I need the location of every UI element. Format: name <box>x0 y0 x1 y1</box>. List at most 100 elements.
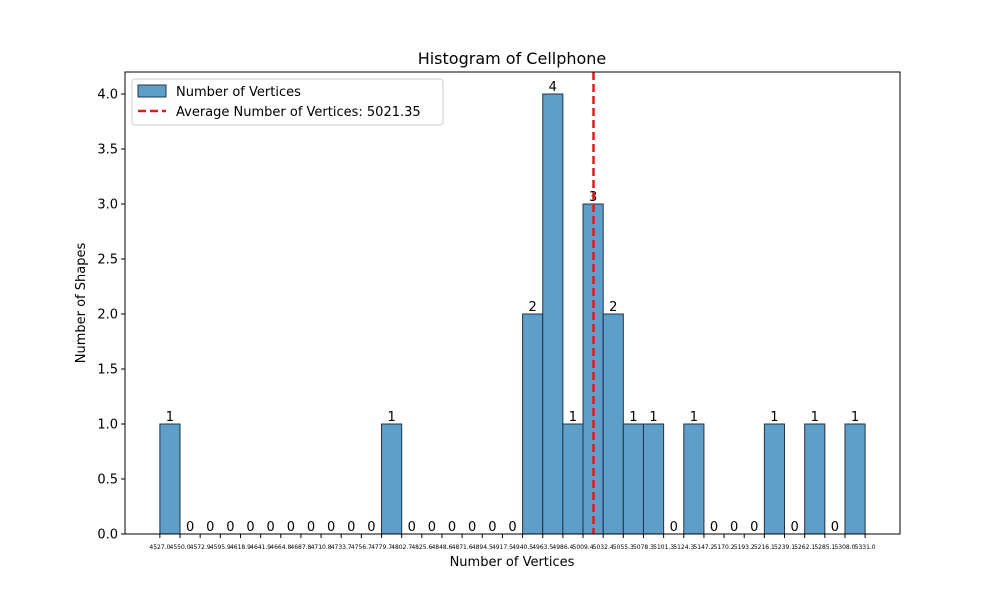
bar-count-label: 0 <box>488 520 496 535</box>
bar-count-label: 1 <box>851 410 859 425</box>
bar-count-label: 0 <box>448 520 456 535</box>
legend-box <box>131 78 444 126</box>
y-axis: 0.0 0.5 1.0 1.5 2.0 2.5 3.0 3.5 4.0 <box>97 88 125 543</box>
bar-count-label: 0 <box>267 520 275 535</box>
histogram-bar <box>542 93 564 535</box>
x-tick-label: 4710.8 <box>311 544 332 551</box>
bar-count-label: 0 <box>206 520 214 535</box>
x-tick-label: 5009.4 <box>573 544 594 551</box>
bar-count-label: 0 <box>226 520 234 535</box>
histogram-bar <box>804 423 826 535</box>
bars-group <box>159 93 866 535</box>
histogram-bar <box>159 423 181 535</box>
histogram-bar <box>622 423 644 535</box>
y-tick-label: 1.0 <box>97 418 118 433</box>
x-tick-label: 4572.9 <box>190 544 211 551</box>
bar-count-label: 2 <box>529 300 537 315</box>
x-tick-label: 5170.2 <box>714 544 735 551</box>
bar-count-label: 0 <box>790 520 798 535</box>
x-tick-label: 5032.4 <box>593 544 614 551</box>
x-tick-label: 5078.3 <box>633 544 654 551</box>
histogram-bar <box>381 423 403 535</box>
legend: Number of Vertices Average Number of Ver… <box>131 78 444 126</box>
x-tick-label: 4848.6 <box>431 544 452 551</box>
bar-count-label: 0 <box>831 520 839 535</box>
bar-count-label: 0 <box>246 520 254 535</box>
bar-count-label: 1 <box>387 410 395 425</box>
y-tick-label: 2.0 <box>97 308 118 323</box>
x-tick-label: 4917.5 <box>492 544 513 551</box>
x-tick-label: 4825.6 <box>411 544 432 551</box>
y-tick-label: 4.0 <box>97 88 118 103</box>
bar-count-label: 0 <box>670 520 678 535</box>
bar-labels-group: 10000000000100000024132110100010101 <box>166 80 859 535</box>
bar-count-label: 0 <box>408 520 416 535</box>
y-tick-label: 0.0 <box>97 528 118 543</box>
x-tick-label: 4687.8 <box>290 544 311 551</box>
histogram-bar <box>763 423 786 535</box>
x-tick-label: 4986.4 <box>552 544 573 551</box>
histogram-bar <box>602 313 624 535</box>
histogram-bar <box>683 423 705 535</box>
x-tick-label: 5193.2 <box>734 544 755 551</box>
x-axis: 4527.0 4550.0 4572.9 4595.9 4618.9 4641.9 4664… <box>149 534 876 551</box>
bar-count-label: 1 <box>770 410 778 425</box>
legend-bar-swatch <box>137 84 167 98</box>
x-tick-label: 5331.0 <box>855 544 876 551</box>
bar-count-label: 0 <box>730 520 738 535</box>
plot-area-frame <box>124 71 901 535</box>
bar-count-label: 0 <box>428 520 436 535</box>
y-tick-label: 3.5 <box>97 143 118 158</box>
bar-count-label: 0 <box>186 520 194 535</box>
bar-count-label: 0 <box>347 520 355 535</box>
x-tick-label: 4618.9 <box>230 544 251 551</box>
bar-count-label: 0 <box>287 520 295 535</box>
x-tick-label: 4894.5 <box>472 544 493 551</box>
x-tick-label: 4664.8 <box>270 544 291 551</box>
bar-count-label: 0 <box>327 520 335 535</box>
x-tick-label: 5055.3 <box>613 544 634 551</box>
x-tick-label: 4963.5 <box>532 544 553 551</box>
bar-count-label: 2 <box>609 300 617 315</box>
bar-count-label: 0 <box>307 520 315 535</box>
x-tick-label: 4550.0 <box>170 544 191 551</box>
x-tick-label: 5285.1 <box>814 544 835 551</box>
legend-entry-bars: Number of Vertices <box>176 85 301 100</box>
x-tick-label: 4595.9 <box>210 544 231 551</box>
x-axis-label: Number of Vertices <box>450 555 575 570</box>
x-tick-label: 5101.3 <box>653 544 674 551</box>
x-tick-label: 5239.1 <box>774 544 795 551</box>
y-tick-label: 2.5 <box>97 253 118 268</box>
histogram-bar <box>844 423 866 535</box>
x-tick-label: 4733.7 <box>331 544 352 551</box>
x-tick-label: 5308.0 <box>834 544 855 551</box>
bar-count-label: 1 <box>811 410 819 425</box>
y-tick-label: 3.0 <box>97 198 118 213</box>
bar-count-label: 1 <box>569 410 577 425</box>
bar-count-label: 0 <box>468 520 476 535</box>
x-tick-label: 5216.1 <box>754 544 775 551</box>
x-tick-label: 4871.6 <box>452 544 473 551</box>
y-axis-label: Number of Shapes <box>74 243 89 364</box>
x-tick-label: 4779.7 <box>371 544 392 551</box>
bar-count-label: 1 <box>649 410 657 425</box>
x-tick-label: 4802.7 <box>391 544 412 551</box>
bar-count-label: 4 <box>549 80 557 95</box>
x-tick-label: 4756.7 <box>351 544 372 551</box>
bar-count-label: 0 <box>710 520 718 535</box>
histogram-bar <box>642 423 665 535</box>
bar-count-label: 1 <box>166 410 174 425</box>
legend-entry-average: Average Number of Vertices: 5021.35 <box>176 105 421 120</box>
histogram-bar <box>522 313 544 535</box>
x-tick-label: 4940.5 <box>512 544 533 551</box>
x-tick-label: 5262.1 <box>794 544 815 551</box>
y-tick-label: 1.5 <box>97 363 118 378</box>
bar-count-label: 0 <box>508 520 516 535</box>
x-tick-label: 4527.0 <box>149 544 170 551</box>
y-tick-label: 0.5 <box>97 473 118 488</box>
bar-count-label: 0 <box>367 520 375 535</box>
bar-count-label: 1 <box>690 410 698 425</box>
bar-count-label: 1 <box>629 410 637 425</box>
x-tick-label: 5147.2 <box>693 544 714 551</box>
